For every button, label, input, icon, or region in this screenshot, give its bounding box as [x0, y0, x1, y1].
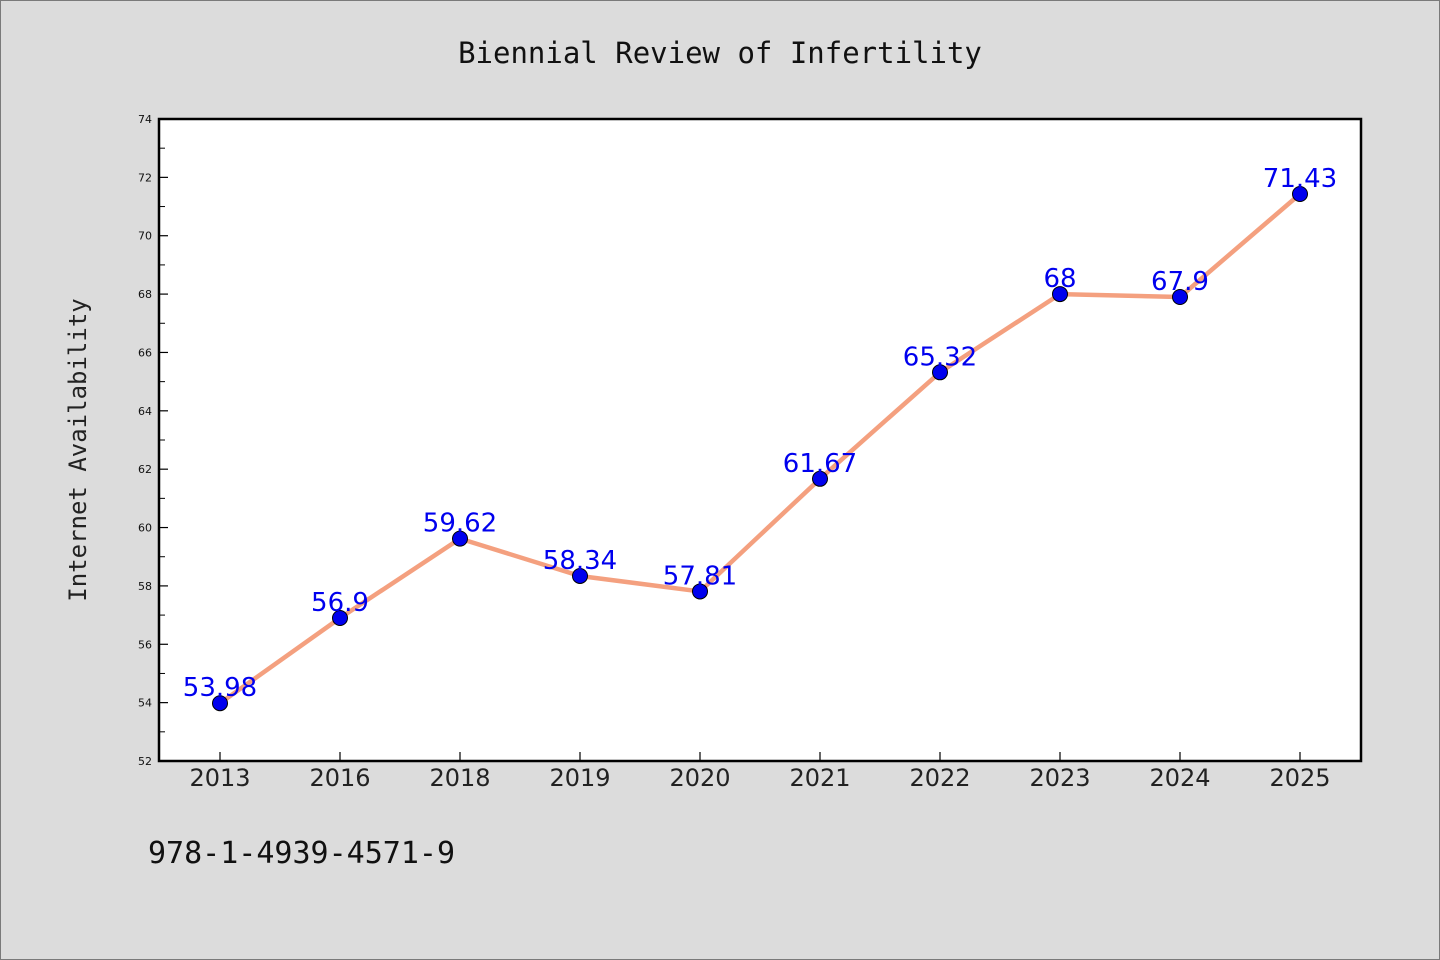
- y-tick-label: 70: [138, 230, 152, 243]
- y-tick-label: 74: [138, 113, 152, 126]
- data-point: [812, 470, 828, 487]
- data-point: [452, 530, 468, 547]
- y-tick-label: 62: [138, 463, 152, 476]
- y-tick-label: 60: [138, 522, 152, 535]
- data-label: 65.32: [903, 342, 977, 372]
- x-tick-label: 2020: [669, 764, 730, 792]
- data-label: 58.34: [543, 546, 617, 576]
- data-label: 61.67: [783, 449, 857, 479]
- x-tick-label: 2024: [1149, 764, 1210, 792]
- data-point: [572, 567, 588, 584]
- y-tick-label: 52: [138, 755, 152, 768]
- plot-area: [159, 119, 1361, 761]
- x-tick-label: 2021: [789, 764, 850, 792]
- y-axis-label: Internet Availability: [64, 298, 92, 601]
- y-tick-label: 56: [138, 638, 152, 651]
- data-label: 59.62: [423, 509, 497, 539]
- x-tick-label: 2023: [1029, 764, 1090, 792]
- y-tick-label: 68: [138, 288, 152, 301]
- y-tick-label: 64: [138, 405, 152, 418]
- x-tick-label: 2022: [909, 764, 970, 792]
- x-tick-label: 2019: [549, 764, 610, 792]
- data-label: 53.98: [183, 673, 257, 703]
- data-point: [212, 695, 228, 712]
- y-tick-label: 72: [138, 171, 152, 184]
- data-label: 57.81: [663, 561, 737, 591]
- x-tick-label: 2013: [189, 764, 250, 792]
- y-tick-label: 54: [138, 697, 152, 710]
- series-layer: 53.98 56.9 59.62 58.34 57.81 61.67 65.32 68 67.9…: [183, 164, 1337, 712]
- x-tick-label: 2025: [1269, 764, 1330, 792]
- y-tick-label: 58: [138, 580, 152, 593]
- data-label: 56.9: [311, 588, 369, 618]
- x-tick-label: 2018: [429, 764, 490, 792]
- y-tick-label: 66: [138, 346, 152, 359]
- footer-code: 978-1-4939-4571-9: [148, 836, 455, 871]
- series-line: [217, 191, 1303, 706]
- x-axis: 2013 2016 2018 2019 2020 2021 2022 2023 2024 2025: [189, 752, 1331, 792]
- data-label: 68: [1043, 264, 1076, 294]
- data-label: 71.43: [1263, 164, 1337, 194]
- x-tick-label: 2016: [309, 764, 370, 792]
- y-axis: 52 54 56 58 60 62 64 66 68 70 72 74: [138, 113, 168, 768]
- data-point: [692, 583, 708, 600]
- data-point: [1292, 185, 1308, 202]
- data-point: [332, 610, 348, 627]
- chart-title: Biennial Review of Infertility: [458, 36, 982, 70]
- plot-border: [157, 117, 1363, 763]
- data-label: 67.9: [1151, 267, 1209, 297]
- data-point: [1172, 289, 1188, 306]
- data-point: [932, 364, 948, 381]
- data-point: [1052, 286, 1068, 303]
